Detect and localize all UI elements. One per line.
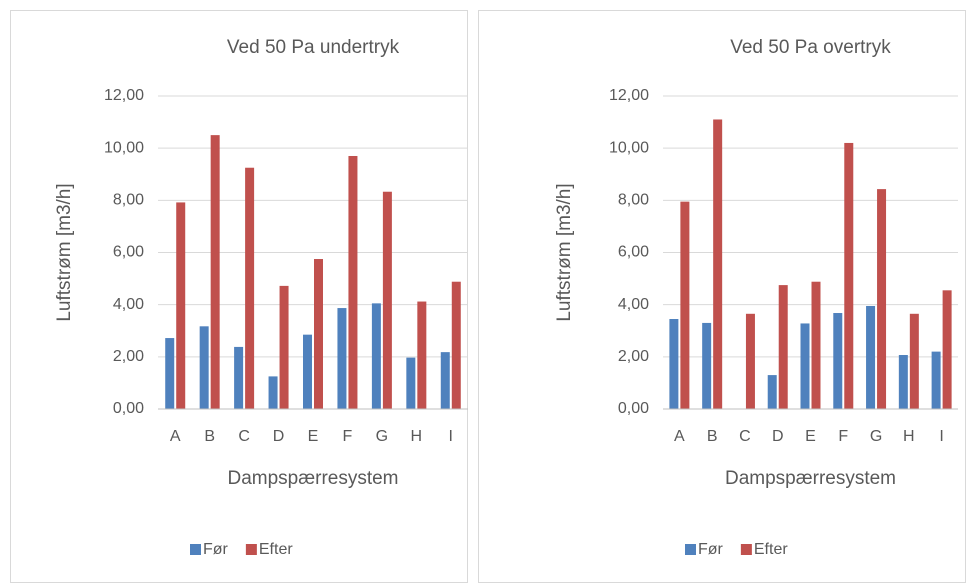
legend-swatch bbox=[190, 544, 201, 555]
bar bbox=[713, 119, 723, 409]
y-tick-label: 10,00 bbox=[609, 139, 649, 156]
x-tick-label: E bbox=[308, 428, 319, 445]
bar bbox=[268, 376, 278, 409]
bar bbox=[165, 338, 175, 409]
legend-label: Efter bbox=[259, 541, 293, 558]
x-tick-label: C bbox=[739, 428, 751, 445]
bar bbox=[382, 191, 392, 409]
x-tick-label: A bbox=[170, 428, 181, 445]
bar bbox=[371, 303, 381, 409]
y-tick-label: 4,00 bbox=[113, 296, 144, 313]
y-axis-label: Luftstrøm [m3/h] bbox=[554, 183, 575, 321]
x-axis-label: Dampspærresystem bbox=[725, 468, 896, 489]
x-tick-label: G bbox=[870, 428, 882, 445]
y-tick-label: 2,00 bbox=[618, 348, 649, 365]
y-tick-label: 8,00 bbox=[113, 192, 144, 209]
chart-title: Ved 50 Pa overtryk bbox=[730, 37, 891, 58]
bar bbox=[778, 285, 788, 409]
x-tick-label: A bbox=[674, 428, 685, 445]
chart-title: Ved 50 Pa undertryk bbox=[227, 37, 400, 58]
y-tick-label: 0,00 bbox=[113, 400, 144, 417]
x-tick-label: D bbox=[273, 428, 285, 445]
x-tick-label: D bbox=[772, 428, 784, 445]
x-tick-label: H bbox=[411, 428, 423, 445]
y-tick-label: 4,00 bbox=[618, 296, 649, 313]
x-tick-label: G bbox=[376, 428, 388, 445]
bar bbox=[811, 281, 821, 409]
bar bbox=[451, 281, 461, 409]
bar bbox=[909, 313, 919, 409]
bar bbox=[877, 189, 887, 409]
legend-label: Efter bbox=[754, 541, 788, 558]
bar bbox=[314, 259, 323, 409]
bar bbox=[745, 313, 755, 409]
bar bbox=[702, 322, 712, 409]
y-tick-label: 8,00 bbox=[618, 192, 649, 209]
legend-label: Før bbox=[203, 541, 229, 558]
bar bbox=[199, 326, 209, 409]
bar bbox=[234, 346, 244, 409]
x-axis-label: Dampspærresystem bbox=[227, 468, 398, 489]
bar bbox=[176, 202, 186, 409]
bar bbox=[844, 142, 854, 409]
bar bbox=[866, 305, 876, 409]
bar bbox=[833, 313, 843, 409]
bar bbox=[245, 167, 255, 409]
bar bbox=[767, 375, 777, 409]
x-tick-label: F bbox=[343, 428, 353, 445]
legend-label: Før bbox=[698, 541, 724, 558]
x-tick-label: B bbox=[707, 428, 718, 445]
bar bbox=[931, 351, 941, 409]
bar bbox=[417, 301, 427, 409]
legend-swatch bbox=[685, 544, 696, 555]
x-tick-label: I bbox=[939, 428, 943, 445]
bar bbox=[348, 155, 358, 409]
y-tick-label: 0,00 bbox=[618, 400, 649, 417]
y-tick-label: 12,00 bbox=[104, 87, 144, 104]
y-tick-label: 2,00 bbox=[113, 348, 144, 365]
bar bbox=[303, 334, 312, 409]
bar bbox=[669, 319, 679, 409]
x-tick-label: H bbox=[903, 428, 915, 445]
x-tick-label: I bbox=[449, 428, 453, 445]
bar bbox=[406, 357, 416, 409]
y-tick-label: 12,00 bbox=[609, 87, 649, 104]
x-tick-label: E bbox=[805, 428, 816, 445]
bar bbox=[440, 352, 450, 409]
y-tick-label: 10,00 bbox=[104, 139, 144, 156]
y-axis-label: Luftstrøm [m3/h] bbox=[54, 183, 75, 321]
legend-swatch bbox=[245, 544, 257, 555]
bar bbox=[337, 308, 347, 409]
bar bbox=[279, 285, 289, 409]
x-tick-label: F bbox=[838, 428, 848, 445]
legend-swatch bbox=[740, 544, 752, 555]
y-tick-label: 6,00 bbox=[113, 244, 144, 261]
x-tick-label: C bbox=[238, 428, 250, 445]
y-tick-label: 6,00 bbox=[618, 244, 649, 261]
bar bbox=[210, 135, 220, 409]
x-tick-label: B bbox=[204, 428, 215, 445]
bar bbox=[680, 201, 690, 409]
bar bbox=[800, 323, 810, 409]
bar bbox=[898, 355, 908, 409]
bar bbox=[942, 290, 952, 409]
